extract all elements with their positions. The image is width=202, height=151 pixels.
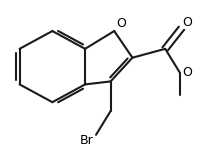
Text: O: O xyxy=(181,16,191,29)
Text: O: O xyxy=(116,17,126,30)
Text: Br: Br xyxy=(80,134,93,147)
Text: O: O xyxy=(181,66,191,79)
